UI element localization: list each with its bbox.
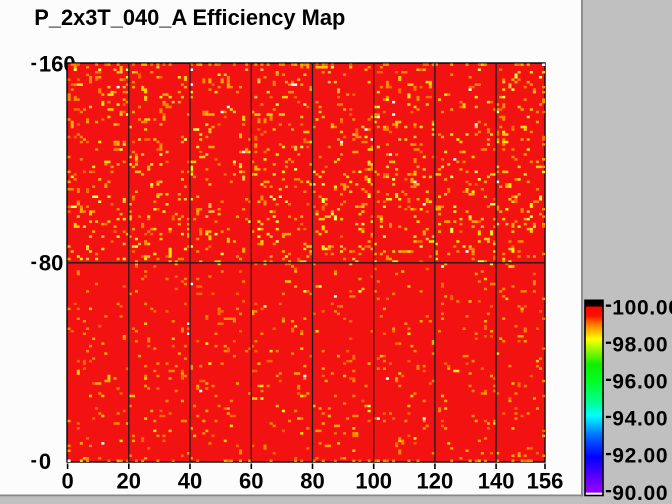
svg-text:120: 120 <box>417 469 454 494</box>
svg-text:0: 0 <box>61 469 73 494</box>
svg-text:156: 156 <box>527 469 564 494</box>
svg-text:140: 140 <box>478 469 515 494</box>
svg-text:98.00: 98.00 <box>612 333 668 356</box>
svg-text:60: 60 <box>239 469 263 494</box>
svg-text:90.00: 90.00 <box>612 482 668 504</box>
svg-text:40: 40 <box>178 469 202 494</box>
svg-text:0: 0 <box>39 449 51 474</box>
svg-text:92.00: 92.00 <box>612 445 668 468</box>
svg-text:80: 80 <box>300 469 324 494</box>
svg-text:100: 100 <box>355 469 392 494</box>
svg-text:80: 80 <box>39 251 63 276</box>
svg-text:P_2x3T_040_A Efficiency Map: P_2x3T_040_A Efficiency Map <box>34 5 345 30</box>
svg-text:100.00: 100.00 <box>612 296 672 319</box>
svg-text:20: 20 <box>117 469 141 494</box>
svg-text:96.00: 96.00 <box>612 371 668 394</box>
svg-text:94.00: 94.00 <box>612 408 668 431</box>
